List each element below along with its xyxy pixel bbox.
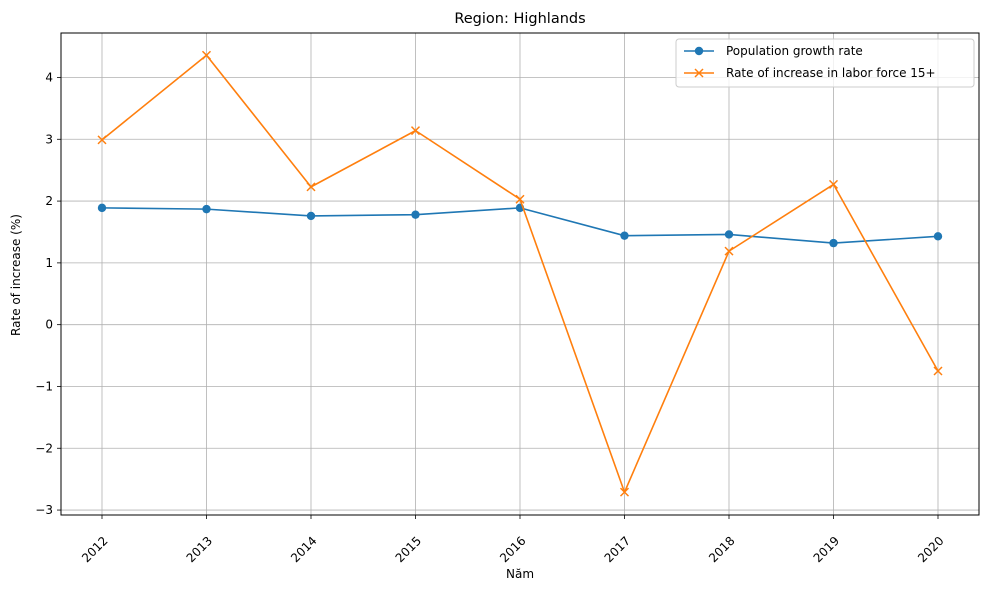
axes: 2012 2013 2014 2015 2016 2017 2018 2019 2020−3−2… (35, 70, 946, 565)
data-point (306, 211, 316, 221)
y-tick-label: −3 (35, 503, 53, 517)
y-tick-label: 0 (45, 318, 53, 332)
legend-marker (694, 46, 704, 56)
data-point (97, 135, 107, 145)
data-point (933, 366, 943, 376)
data-point (201, 50, 212, 60)
data-point-stroke (515, 194, 525, 204)
data-point (515, 194, 525, 204)
y-axis-label: Rate of increase (%) (9, 214, 23, 336)
data-point-stroke (828, 179, 839, 189)
y-tick-label: 1 (45, 256, 53, 270)
x-tick-label: 2017 (602, 534, 633, 565)
data-point-stroke (306, 182, 316, 192)
chart-title: Region: Highlands (454, 11, 585, 27)
data-point-stroke (619, 487, 630, 497)
legend-label: Rate of increase in labor force 15+ (726, 66, 936, 80)
x-tick-label: 2020 (915, 534, 946, 565)
data-point-stroke (201, 50, 212, 60)
legend-marker-stroke (694, 68, 704, 78)
data-point (619, 487, 630, 497)
y-tick-label: 4 (45, 70, 53, 84)
legend: Population growth rate Rate of increase i… (675, 38, 975, 88)
y-tick-label: −2 (35, 441, 53, 455)
data-point (933, 232, 943, 241)
data-point (724, 246, 734, 256)
x-tick-label: 2016 (497, 534, 528, 565)
data-point (411, 210, 420, 219)
x-tick-label: 2013 (184, 534, 215, 565)
data-point (97, 203, 107, 213)
grid (61, 33, 979, 515)
data-point-stroke (933, 366, 943, 376)
y-tick-label: 3 (45, 132, 53, 146)
x-tick-label: 2015 (393, 534, 424, 565)
data-point-stroke (724, 246, 734, 256)
data-point (306, 182, 316, 192)
x-axis-label: Năm (506, 567, 534, 581)
data-point (410, 126, 421, 136)
series-layer (97, 50, 943, 497)
data-point (724, 230, 734, 239)
x-tick-label: 2018 (706, 534, 737, 565)
data-point (829, 238, 838, 248)
y-tick-label: 2 (45, 194, 53, 208)
legend-marker (694, 68, 704, 78)
data-point (202, 204, 211, 214)
data-point (620, 231, 629, 240)
y-tick-label: −1 (35, 379, 53, 393)
x-tick-label: 2014 (288, 534, 319, 565)
legend-label: Population growth rate (726, 44, 863, 58)
x-tick-label: 2019 (811, 534, 842, 565)
data-point-stroke (410, 126, 421, 136)
legend-box (675, 38, 975, 88)
data-point (828, 179, 839, 189)
data-point-stroke (97, 135, 107, 145)
x-tick-label: 2012 (79, 534, 110, 565)
